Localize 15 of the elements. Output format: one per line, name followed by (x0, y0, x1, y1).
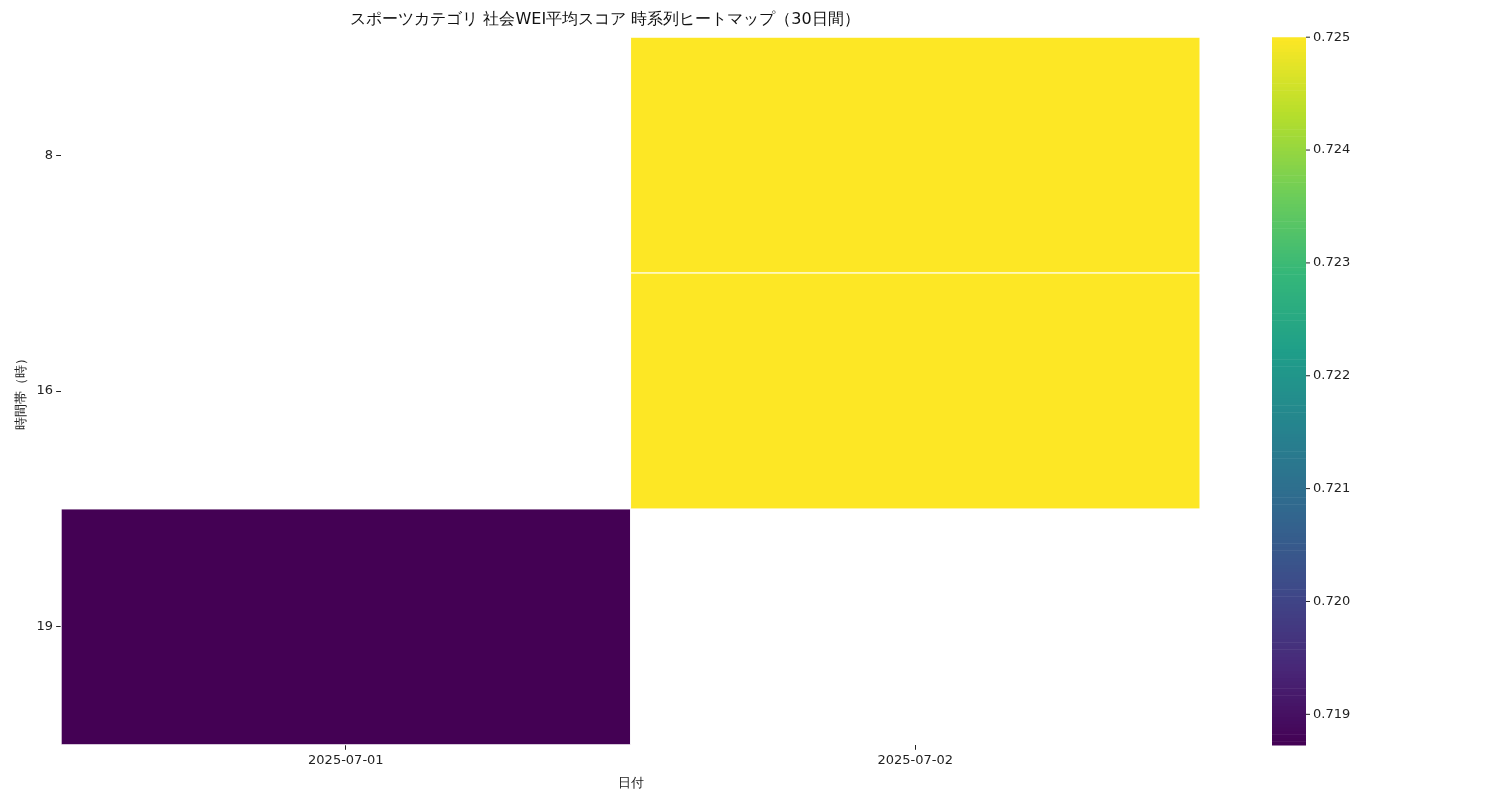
color-bar-label: 0.719 (1313, 705, 1351, 721)
y-axis-title: 時間帯（時） (13, 352, 29, 430)
color-bar-label: 0.721 (1313, 479, 1351, 495)
color-bar-label: 0.725 (1313, 28, 1351, 44)
x-axis-title: 日付 (617, 774, 644, 790)
color-bar-label: 0.720 (1313, 592, 1351, 608)
color-bar-label: 0.723 (1313, 254, 1351, 270)
y-tick-label: 16 (36, 382, 54, 398)
x-tick-label: 2025-07-02 (877, 751, 954, 767)
color-bar-label: 0.724 (1313, 141, 1351, 157)
x-tick-label: 2025-07-01 (308, 751, 384, 767)
y-tick-label: 8 (44, 146, 54, 162)
color-bar-label: 0.722 (1313, 367, 1351, 383)
y-tick-label: 19 (36, 618, 54, 634)
chart-title: スポーツカテゴリ 社会WEI平均スコア 時系列ヒートマップ（30日間） (350, 8, 860, 28)
